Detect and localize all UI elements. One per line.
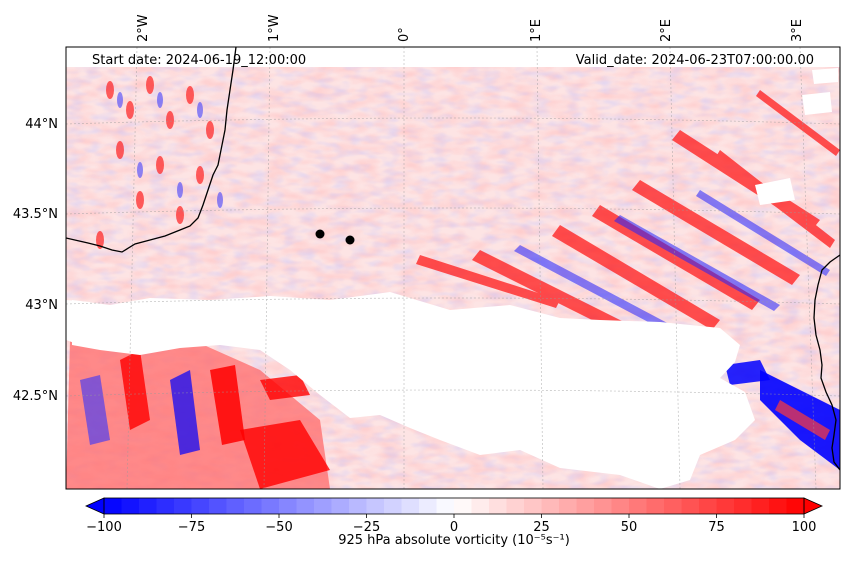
colorbar-step bbox=[419, 498, 437, 514]
lat-label: 44°N bbox=[25, 117, 58, 132]
colorbar-step bbox=[366, 498, 385, 514]
colorbar-step bbox=[559, 498, 577, 514]
colorbar-step bbox=[156, 498, 175, 514]
small-mask-2 bbox=[802, 92, 832, 115]
colorbar-step bbox=[506, 498, 525, 514]
colorbar-steps bbox=[104, 498, 805, 514]
lon-label: 0° bbox=[397, 27, 412, 42]
lon-label: 2°W bbox=[136, 14, 151, 42]
lat-label: 42.5°N bbox=[13, 389, 58, 404]
lat-label: 43°N bbox=[25, 298, 58, 313]
station-marker-2[interactable] bbox=[345, 235, 355, 245]
map-plot-area[interactable] bbox=[66, 47, 840, 489]
colorbar-step bbox=[226, 498, 245, 514]
terrain-mask bbox=[72, 292, 755, 489]
negative-streaks bbox=[514, 190, 830, 341]
colorbar-extend-max bbox=[803, 497, 823, 515]
colorbar-step bbox=[716, 498, 735, 514]
colorbar-step bbox=[244, 498, 262, 514]
colorbar-step bbox=[681, 498, 700, 514]
lat-label: 43.5°N bbox=[13, 207, 58, 222]
coastline-east bbox=[813, 254, 840, 471]
colorbar-step bbox=[349, 498, 367, 514]
colorbar-step bbox=[174, 498, 192, 514]
terrain-mask-left bbox=[66, 300, 100, 345]
coastline-west bbox=[66, 47, 237, 253]
colorbar-step bbox=[576, 498, 595, 514]
colorbar-tick-label: 0 bbox=[450, 520, 458, 535]
small-mask-3 bbox=[812, 68, 838, 84]
colorbar-step bbox=[436, 498, 455, 514]
colorbar-step bbox=[331, 498, 350, 514]
colorbar-step bbox=[139, 498, 157, 514]
colorbar-step bbox=[454, 498, 472, 514]
colorbar-step bbox=[401, 498, 420, 514]
colorbar-step bbox=[611, 498, 630, 514]
colorbar-step bbox=[209, 498, 227, 514]
colorbar-step bbox=[191, 498, 210, 514]
colorbar-step bbox=[489, 498, 507, 514]
colorbar-label: 925 hPa absolute vorticity (10⁻⁵s⁻¹) bbox=[338, 533, 570, 548]
colorbar-step bbox=[751, 498, 770, 514]
start-date-label: Start date: 2024-06-19_12:00:00 bbox=[92, 53, 306, 68]
colorbar-step bbox=[594, 498, 612, 514]
western-wave-cells bbox=[96, 76, 214, 249]
valid-date-label: Valid_date: 2024-06-23T07:00:00.00 bbox=[576, 53, 814, 68]
colorbar-step bbox=[646, 498, 665, 514]
colorbar-step bbox=[734, 498, 752, 514]
station-marker-1[interactable] bbox=[315, 229, 325, 239]
lon-label: 3°E bbox=[790, 19, 805, 42]
colorbar-step bbox=[314, 498, 332, 514]
small-mask-1 bbox=[755, 178, 795, 205]
colorbar-step bbox=[664, 498, 682, 514]
colorbar-step bbox=[121, 498, 140, 514]
colorbar-step bbox=[261, 498, 280, 514]
colorbar: −100 −75 −50 −25 0 25 50 75 100 925 hPa absolute… bbox=[85, 497, 823, 548]
colorbar-tick-label: −50 bbox=[265, 520, 292, 535]
colorbar-step bbox=[699, 498, 717, 514]
positive-streaks bbox=[416, 90, 840, 340]
map-frame bbox=[65, 46, 841, 490]
colorbar-step bbox=[296, 498, 315, 514]
colorbar-tick-label: 25 bbox=[533, 520, 550, 535]
colorbar-tick-label: −100 bbox=[86, 520, 122, 535]
colorbar-step bbox=[769, 498, 787, 514]
colorbar-step bbox=[104, 498, 122, 514]
southwest-strong-region bbox=[66, 330, 330, 489]
colorbar-step bbox=[471, 498, 490, 514]
colorbar-ticks: −100 −75 −50 −25 0 25 50 75 100 bbox=[86, 514, 816, 535]
colorbar-step bbox=[524, 498, 542, 514]
longitude-labels: 2°W 1°W 0° 1°E 2°E 3°E bbox=[136, 14, 805, 42]
header-band bbox=[66, 47, 840, 67]
colorbar-tick-label: 100 bbox=[792, 520, 817, 535]
lon-label: 1°E bbox=[529, 19, 544, 42]
latitude-labels: 44°N 43.5°N 43°N 42.5°N bbox=[13, 117, 58, 404]
map-gridlines bbox=[66, 47, 840, 489]
colorbar-step bbox=[279, 498, 297, 514]
western-wave-cells-negative bbox=[117, 92, 223, 208]
colorbar-tick-label: 50 bbox=[621, 520, 638, 535]
southeast-strong-region bbox=[725, 360, 840, 470]
colorbar-tick-label: 75 bbox=[708, 520, 725, 535]
colorbar-step bbox=[384, 498, 402, 514]
colorbar-extend-min bbox=[85, 497, 105, 515]
lon-label: 2°E bbox=[659, 19, 674, 42]
colorbar-tick-label: −75 bbox=[178, 520, 205, 535]
colorbar-step bbox=[786, 498, 805, 514]
colorbar-step bbox=[541, 498, 560, 514]
colorbar-step bbox=[629, 498, 647, 514]
lon-label: 1°W bbox=[267, 14, 282, 42]
colorbar-tick-label: −25 bbox=[353, 520, 380, 535]
